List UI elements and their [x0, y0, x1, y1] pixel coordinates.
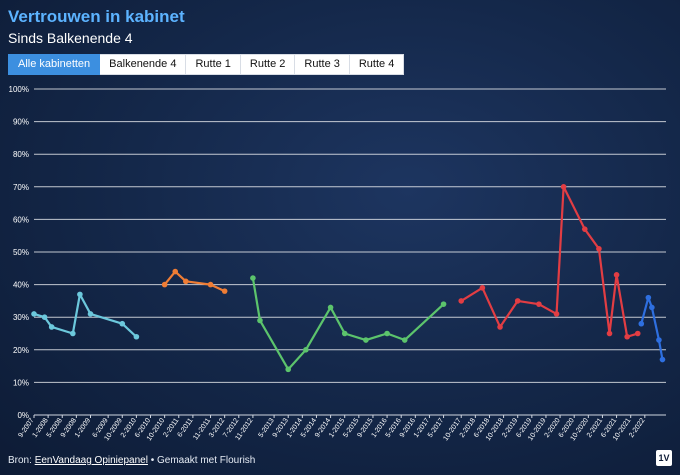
data-point — [41, 314, 48, 321]
data-point — [634, 330, 641, 337]
footer: Bron: EenVandaag Opiniepanel • Gemaakt m… — [8, 455, 255, 466]
data-point — [479, 285, 486, 291]
cabinet-tabs: Alle kabinetten Balkenende 4 Rutte 1 Rut… — [8, 54, 405, 75]
tab-rutte-3[interactable]: Rutte 3 — [295, 54, 350, 75]
tab-rutte-2[interactable]: Rutte 2 — [240, 54, 296, 75]
chart-subtitle: Sinds Balkenende 4 — [8, 30, 133, 46]
series-line — [251, 277, 445, 371]
data-point — [458, 298, 465, 304]
data-point — [596, 245, 602, 252]
chart-title: Vertrouwen in kabinet — [8, 7, 185, 26]
data-point — [207, 281, 214, 288]
tab-rutte-1[interactable]: Rutte 1 — [186, 54, 241, 75]
data-point — [606, 330, 613, 337]
source-prefix: Bron: — [8, 455, 35, 466]
y-tick-label: 100% — [9, 85, 29, 94]
data-point — [613, 272, 620, 278]
data-point — [656, 337, 662, 343]
made-with-text: • Gemaakt met Flourish — [147, 455, 256, 466]
y-tick-label: 60% — [13, 215, 29, 224]
source-link[interactable]: EenVandaag Opiniepanel — [34, 455, 148, 466]
data-point — [581, 226, 588, 232]
series-line — [33, 293, 138, 338]
tab-alle-kabinetten[interactable]: Alle kabinetten — [8, 54, 101, 75]
y-tick-label: 0% — [17, 411, 29, 420]
y-tick-label: 10% — [13, 378, 29, 387]
data-point — [250, 275, 256, 281]
data-point — [624, 333, 630, 340]
data-point — [48, 324, 55, 330]
data-point — [327, 304, 334, 311]
x-tick-label: 11-2011 — [192, 417, 212, 441]
data-point — [536, 301, 542, 307]
data-point — [659, 356, 666, 363]
data-point — [560, 184, 567, 190]
data-point — [638, 320, 645, 327]
data-point — [119, 320, 126, 327]
x-tick-label: 6-2011 — [177, 417, 195, 439]
y-tick-label: 80% — [13, 150, 29, 159]
data-point — [401, 337, 408, 343]
data-point — [172, 268, 179, 275]
tab-rutte-4[interactable]: Rutte 4 — [349, 54, 405, 75]
y-tick-label: 90% — [13, 118, 29, 127]
data-point — [363, 337, 369, 343]
data-point — [161, 281, 168, 288]
data-point — [497, 324, 503, 330]
y-tick-label: 70% — [13, 183, 29, 192]
data-point — [649, 304, 655, 311]
eenvandaag-logo: 1V — [656, 450, 672, 466]
data-point — [257, 317, 263, 324]
x-tick-label: 10-2017 — [442, 417, 463, 442]
data-point — [31, 311, 37, 317]
data-point — [285, 366, 292, 373]
data-point — [341, 330, 348, 337]
data-point — [303, 347, 309, 353]
y-tick-label: 30% — [13, 313, 29, 322]
data-point — [384, 330, 390, 337]
data-point — [77, 291, 83, 298]
data-point — [440, 301, 447, 307]
y-tick-label: 40% — [13, 281, 29, 290]
data-point — [645, 294, 652, 301]
series-line — [460, 185, 639, 338]
data-point — [183, 278, 189, 285]
data-point — [70, 330, 76, 337]
data-point — [221, 288, 228, 294]
data-point — [514, 298, 521, 304]
data-point — [553, 311, 560, 317]
data-point — [87, 311, 94, 317]
tab-balkenende-4[interactable]: Balkenende 4 — [100, 54, 187, 75]
y-tick-label: 20% — [13, 346, 29, 355]
data-point — [133, 333, 140, 340]
series-line — [163, 270, 226, 293]
y-tick-label: 50% — [13, 248, 29, 257]
